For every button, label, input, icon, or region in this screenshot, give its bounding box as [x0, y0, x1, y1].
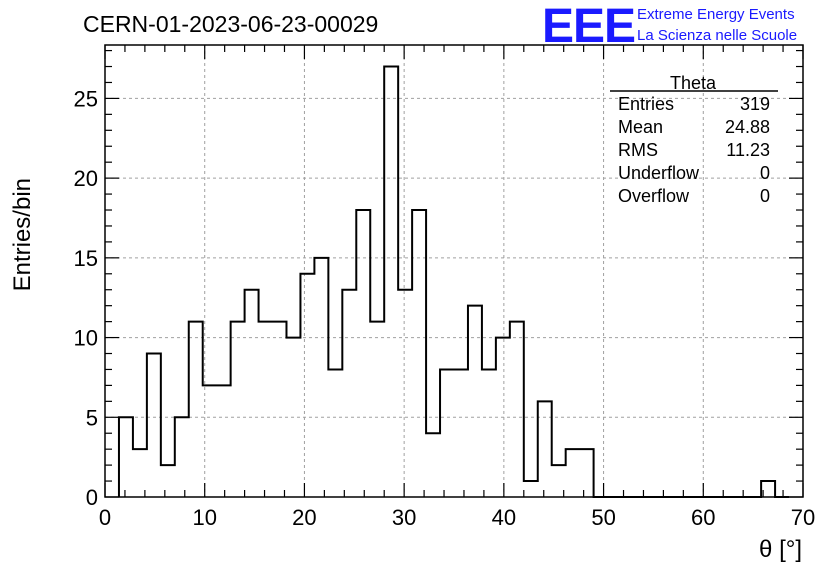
- x-tick-label: 0: [99, 505, 111, 530]
- histogram-bin: [496, 338, 510, 497]
- stats-row-value: 0: [760, 163, 770, 183]
- plot-frame: [104, 44, 804, 498]
- histogram-bin: [566, 449, 580, 497]
- histogram-bin: [454, 369, 468, 497]
- histogram-bin: [538, 401, 552, 497]
- histogram-bin: [161, 465, 175, 497]
- stats-row-label: Mean: [618, 117, 663, 137]
- logo-line-2: La Scienza nelle Scuole: [637, 27, 797, 44]
- eee-logo-mark: EEE: [542, 0, 635, 53]
- histogram-bin: [175, 417, 189, 497]
- histogram: [117, 65, 790, 498]
- histogram-bin: [300, 274, 314, 497]
- histogram-bin: [384, 67, 398, 497]
- histogram-bin: [119, 417, 133, 497]
- histogram-bin: [328, 369, 342, 497]
- histogram-bin: [426, 433, 440, 497]
- stats-row-label: Overflow: [618, 186, 690, 206]
- histogram-bin: [189, 322, 203, 497]
- x-axis-label: θ [°]: [759, 536, 802, 563]
- logo-line-1: Extreme Energy Events: [637, 6, 795, 23]
- y-axis-label: Entries/bin: [9, 178, 36, 291]
- histogram-bin: [133, 449, 147, 497]
- stats-box: Theta Entries 319 Mean 24.88 RMS 11.23 Underfl…: [610, 73, 778, 206]
- grid: [105, 45, 803, 497]
- histogram-bin: [147, 354, 161, 497]
- y-tick-label: 25: [74, 86, 98, 111]
- histogram-bin: [286, 338, 300, 497]
- x-tick-label: 20: [292, 505, 316, 530]
- histogram-bin: [524, 481, 538, 497]
- histogram-bin: [482, 369, 496, 497]
- x-tick-label: 70: [791, 505, 815, 530]
- y-tick-label: 0: [86, 485, 98, 510]
- histogram-bin: [231, 322, 245, 497]
- stats-title: Theta: [670, 73, 717, 93]
- stats-row-value: 319: [740, 94, 770, 114]
- stats-row-value: 11.23: [726, 140, 770, 160]
- histogram-bin: [342, 290, 356, 497]
- y-tick-label: 10: [74, 326, 98, 351]
- axes: 0 10 20 30 40 50 60 70 0 5 10 15 20 25: [74, 44, 815, 530]
- histogram-bin: [468, 306, 482, 497]
- histogram-bin: [217, 385, 231, 497]
- histogram-bin: [356, 210, 370, 497]
- histogram-bin: [440, 369, 454, 497]
- x-tick-label: 50: [591, 505, 615, 530]
- x-tick-label: 60: [691, 505, 715, 530]
- stats-row-value: 24.88: [725, 117, 770, 137]
- y-tick-label: 20: [74, 166, 98, 191]
- histogram-bin: [510, 322, 524, 497]
- chart-title: CERN-01-2023-06-23-00029: [83, 11, 378, 37]
- y-tick-label: 5: [86, 405, 98, 430]
- stats-row-label: Entries: [618, 94, 674, 114]
- histogram-bin: [273, 322, 287, 497]
- histogram-bin: [370, 322, 384, 497]
- histogram-bin: [203, 385, 217, 497]
- histogram-bin: [314, 258, 328, 497]
- stats-row-label: RMS: [618, 140, 658, 160]
- x-tick-label: 30: [392, 505, 416, 530]
- histogram-bin: [259, 322, 273, 497]
- stats-row-value: 0: [760, 186, 770, 206]
- histogram-bin: [398, 290, 412, 497]
- stats-row-label: Underflow: [618, 163, 700, 183]
- histogram-bin: [245, 290, 259, 497]
- y-tick-label: 15: [74, 246, 98, 271]
- histogram-bin: [580, 449, 594, 497]
- histogram-bin: [412, 210, 426, 497]
- x-tick-label: 10: [192, 505, 216, 530]
- x-tick-label: 40: [492, 505, 516, 530]
